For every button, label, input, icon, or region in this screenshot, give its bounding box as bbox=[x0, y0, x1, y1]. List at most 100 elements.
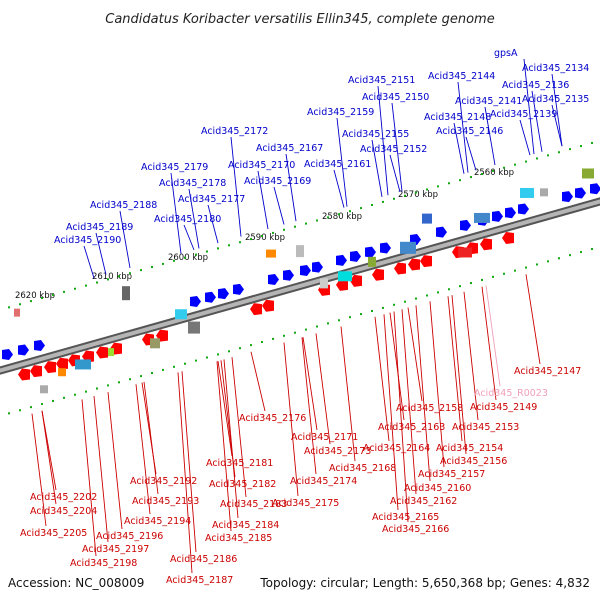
gene-label[interactable]: Acid345_2134 bbox=[522, 63, 589, 74]
forward-gene-arrow bbox=[283, 269, 294, 281]
scale-dot bbox=[459, 285, 461, 288]
gene-label[interactable]: Acid345_2154 bbox=[436, 443, 503, 454]
gene-label[interactable]: Acid345_2198 bbox=[70, 558, 137, 569]
gene-label[interactable]: Acid345_2156 bbox=[440, 456, 507, 467]
gene-label[interactable]: Acid345_2144 bbox=[428, 71, 495, 82]
scale-dot bbox=[250, 238, 252, 241]
feature-block bbox=[368, 256, 376, 267]
gene-label[interactable]: Acid345_2174 bbox=[290, 476, 357, 487]
gene-label[interactable]: Acid345_2186 bbox=[170, 554, 237, 565]
gene-label[interactable]: Acid345_2150 bbox=[362, 92, 429, 103]
forward-gene-arrow bbox=[233, 283, 244, 295]
gene-label[interactable]: Acid345_2151 bbox=[348, 75, 415, 86]
gene-label[interactable]: Acid345_2146 bbox=[436, 126, 503, 137]
gene-label[interactable]: Acid345_2192 bbox=[130, 476, 197, 487]
gene-label[interactable]: Acid345_2171 bbox=[291, 432, 358, 443]
gene-label[interactable]: Acid345_2165 bbox=[372, 512, 439, 523]
gene-label[interactable]: gpsA bbox=[494, 48, 518, 59]
gene-label[interactable]: Acid345_2169 bbox=[244, 176, 311, 187]
gene-label[interactable]: Acid345_2196 bbox=[96, 531, 163, 542]
scale-dot bbox=[52, 293, 54, 296]
gene-label[interactable]: Acid345_2167 bbox=[256, 143, 323, 154]
gene-label[interactable]: Acid345_2184 bbox=[212, 520, 279, 531]
scale-dot bbox=[63, 396, 65, 399]
label-leader-line bbox=[273, 186, 285, 225]
reverse-gene-arrow bbox=[350, 274, 362, 287]
scale-dot bbox=[305, 328, 307, 331]
gene-label[interactable]: Acid345_2178 bbox=[159, 178, 226, 189]
gene-label[interactable]: Acid345_2164 bbox=[363, 443, 430, 454]
gene-label[interactable]: Acid345_2172 bbox=[201, 126, 268, 137]
gene-label[interactable]: Acid345_2173 bbox=[304, 446, 371, 457]
scale-dot bbox=[151, 372, 153, 375]
rna-label[interactable]: Acid345_R0023 bbox=[474, 388, 548, 399]
forward-gene-arrow bbox=[436, 226, 447, 238]
label-leader-line bbox=[188, 188, 200, 249]
reverse-gene-arrow bbox=[372, 268, 384, 281]
scale-dot bbox=[239, 241, 241, 244]
label-leader-line bbox=[231, 357, 247, 498]
scale-dot bbox=[514, 163, 516, 166]
gene-label[interactable]: Acid345_2193 bbox=[132, 496, 199, 507]
gene-label[interactable]: Acid345_2160 bbox=[404, 483, 471, 494]
gene-label[interactable]: Acid345_2155 bbox=[342, 129, 409, 140]
scale-dot bbox=[547, 260, 549, 263]
gene-label[interactable]: Acid345_2162 bbox=[390, 496, 457, 507]
gene-label[interactable]: Acid345_2183 bbox=[220, 499, 287, 510]
gene-label[interactable]: Acid345_2197 bbox=[82, 544, 149, 555]
gene-label[interactable]: Acid345_2189 bbox=[66, 222, 133, 233]
gene-label[interactable]: Acid345_2168 bbox=[329, 463, 396, 474]
gene-label[interactable]: Acid345_2159 bbox=[307, 107, 374, 118]
gene-label[interactable]: Acid345_2185 bbox=[205, 533, 272, 544]
label-leader-line bbox=[401, 309, 417, 495]
gene-label[interactable]: Acid345_2202 bbox=[30, 492, 97, 503]
feature-block bbox=[520, 187, 534, 198]
gene-label[interactable]: Acid345_2166 bbox=[382, 524, 449, 535]
gene-label[interactable]: Acid345_2148 bbox=[424, 112, 491, 123]
gene-label[interactable]: Acid345_2147 bbox=[514, 366, 581, 377]
scale-dot bbox=[206, 356, 208, 359]
gene-label[interactable]: Acid345_2188 bbox=[90, 200, 157, 211]
genome-backbone bbox=[0, 197, 600, 375]
scale-dot bbox=[338, 319, 340, 322]
scale-dot bbox=[19, 303, 21, 306]
gene-label[interactable]: Acid345_2139 bbox=[490, 109, 557, 120]
gene-label[interactable]: Acid345_2204 bbox=[30, 506, 97, 517]
label-leader-line bbox=[315, 333, 331, 445]
gene-label[interactable]: Acid345_2180 bbox=[154, 214, 221, 225]
gene-label[interactable]: Acid345_2176 bbox=[239, 413, 306, 424]
scale-dot bbox=[228, 350, 230, 353]
reverse-gene-arrow bbox=[44, 361, 56, 374]
scale-dot bbox=[338, 213, 340, 216]
reverse-gene-arrow bbox=[262, 299, 274, 312]
kbp-tick-label: 2580 kbp bbox=[322, 212, 362, 222]
gene-label[interactable]: Acid345_2161 bbox=[304, 159, 371, 170]
gene-label[interactable]: Acid345_2205 bbox=[20, 528, 87, 539]
gene-label[interactable]: Acid345_2194 bbox=[124, 516, 191, 527]
gene-label[interactable]: Acid345_2163 bbox=[378, 422, 445, 433]
gene-label[interactable]: Acid345_2190 bbox=[54, 235, 121, 246]
label-leader-line bbox=[333, 169, 345, 208]
forward-gene-arrow bbox=[460, 219, 471, 231]
gene-label[interactable]: Acid345_2179 bbox=[141, 162, 208, 173]
gene-label[interactable]: Acid345_2182 bbox=[209, 479, 276, 490]
scale-dot bbox=[382, 306, 384, 309]
scale-dot bbox=[591, 247, 593, 250]
scale-dot bbox=[481, 278, 483, 281]
gene-label[interactable]: Acid345_2152 bbox=[360, 144, 427, 155]
scale-dot bbox=[195, 253, 197, 256]
gene-label[interactable]: Acid345_2187 bbox=[166, 575, 233, 586]
gene-label[interactable]: Acid345_2177 bbox=[178, 194, 245, 205]
gene-label[interactable]: Acid345_2141 bbox=[455, 96, 522, 107]
gene-label[interactable]: Acid345_2158 bbox=[396, 403, 463, 414]
scale-dot bbox=[85, 390, 87, 393]
gene-label[interactable]: Acid345_2135 bbox=[522, 94, 589, 105]
gene-label[interactable]: Acid345_2181 bbox=[206, 458, 273, 469]
gene-label[interactable]: Acid345_2170 bbox=[228, 160, 295, 171]
scale-dot bbox=[525, 160, 527, 163]
gene-label[interactable]: Acid345_2136 bbox=[502, 80, 569, 91]
gene-label[interactable]: Acid345_2153 bbox=[452, 422, 519, 433]
gene-label[interactable]: Acid345_2157 bbox=[418, 469, 485, 480]
gene-label[interactable]: Acid345_2149 bbox=[470, 402, 537, 413]
gene-label[interactable]: Acid345_2175 bbox=[272, 498, 339, 509]
